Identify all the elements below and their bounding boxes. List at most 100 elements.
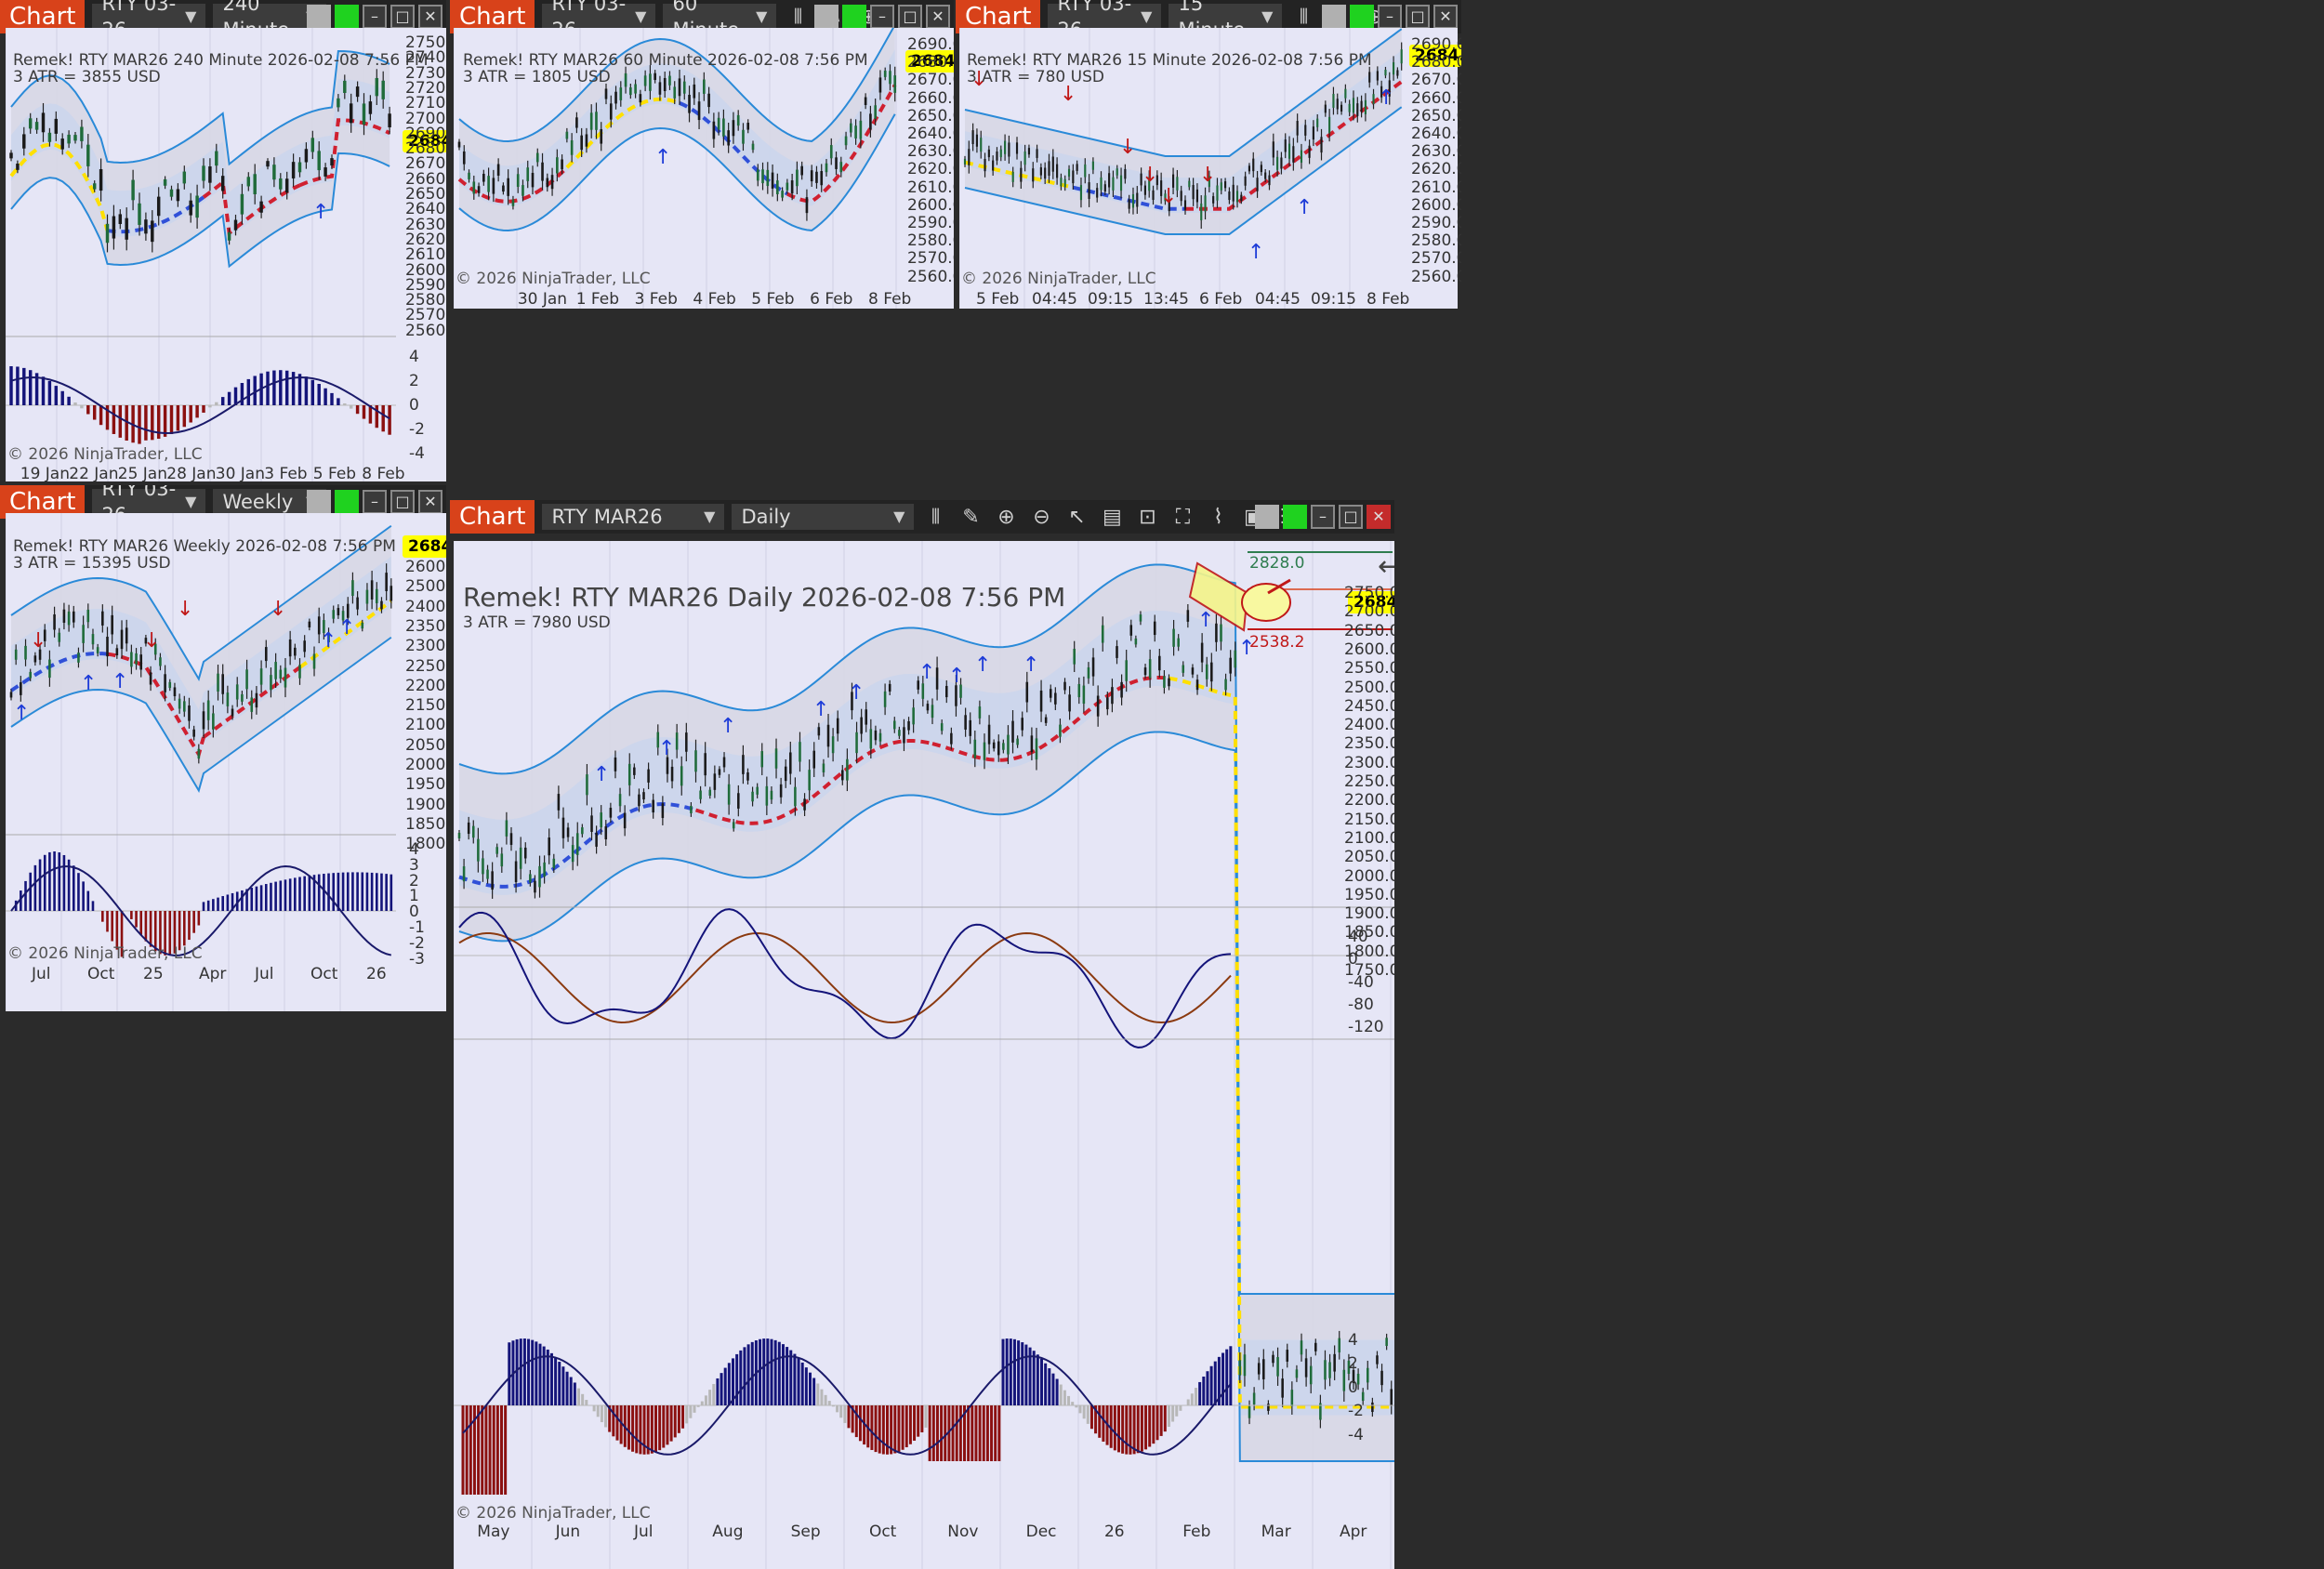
axis-tick-label: 2100.0	[405, 716, 446, 735]
upper-band-line	[458, 563, 1394, 1295]
pencil-icon[interactable]: ✎	[962, 505, 980, 529]
instrument-selector[interactable]: RTY MAR26 ▼	[542, 504, 725, 530]
interval-selector[interactable]: 15 Minute▼	[1169, 0, 1283, 41]
link-color-button[interactable]	[842, 5, 866, 29]
axis-tick-label: 2630.0	[405, 215, 446, 234]
axis-tick-label: 2200.0	[405, 676, 446, 695]
instrument-selector[interactable]: RTY 03-26▼	[542, 0, 656, 41]
zoom-out-icon[interactable]: ⊖	[1033, 505, 1050, 529]
histogram-bar	[1213, 1361, 1217, 1405]
histogram-bar	[197, 911, 201, 926]
arrow-left-icon[interactable]: ←	[1378, 550, 1394, 583]
histogram-bar	[1129, 1405, 1132, 1455]
candle-body	[746, 123, 750, 130]
candle-body	[794, 786, 797, 807]
candle-body	[907, 720, 910, 731]
axis-tick-label: 2600.0	[907, 195, 954, 215]
cursor-icon[interactable]: ↖	[1068, 505, 1086, 529]
time-tick-label: May	[477, 1523, 510, 1541]
minimize-icon[interactable]: –	[363, 490, 387, 514]
maximize-icon[interactable]: □	[1406, 5, 1430, 29]
link-color-button[interactable]	[335, 5, 359, 29]
candle-body	[1300, 150, 1303, 163]
price-panel[interactable]: ↑ Remek! RTY MAR26 60 Minute 2026-02-08 …	[454, 28, 954, 309]
histogram-bar	[351, 872, 354, 911]
close-icon[interactable]: ✕	[926, 5, 950, 29]
candle-body	[727, 784, 731, 805]
copyright: © 2026 NinjaTrader, LLC	[456, 1504, 651, 1523]
candle-body	[1260, 165, 1262, 173]
indicators-icon[interactable]: ⌇	[1213, 505, 1223, 529]
close-icon[interactable]: ✕	[418, 5, 442, 29]
candle-body	[1100, 177, 1103, 191]
target-arrow	[1267, 578, 1291, 595]
maximize-icon[interactable]: □	[390, 490, 415, 514]
histogram-bar	[878, 1405, 881, 1454]
bar-style-icon[interactable]: ⫴	[1299, 5, 1309, 29]
candle-body	[231, 708, 234, 717]
candle-body	[58, 632, 61, 642]
price-panel[interactable]: ↓ ↓ ↓ ↓ ↓ ↓ ↑ ↑ ↑ Remek! RTY MAR26 15 Minute 202…	[959, 28, 1461, 309]
minimize-icon[interactable]: –	[870, 5, 894, 29]
candle-body	[1155, 175, 1158, 186]
candle-body	[964, 715, 967, 730]
maximize-icon[interactable]: □	[898, 5, 922, 29]
link-button[interactable]	[814, 5, 838, 29]
properties-icon[interactable]: ⊡	[1139, 505, 1156, 529]
histogram-bar	[1225, 1349, 1229, 1405]
histogram-bar	[608, 1405, 612, 1432]
maximize-icon[interactable]: □	[1339, 505, 1363, 529]
bar-style-icon[interactable]: ⫴	[793, 5, 803, 29]
histogram-bar	[47, 380, 52, 405]
histogram-bar	[173, 911, 177, 954]
time-tick-label: 19 Jan	[20, 465, 70, 481]
link-button[interactable]	[1255, 505, 1279, 529]
histogram-bar	[677, 1405, 680, 1433]
histogram-bar	[99, 405, 103, 426]
candle-body	[324, 167, 327, 177]
candle-body	[663, 77, 667, 91]
link-button[interactable]	[307, 5, 331, 29]
screenshot-icon[interactable]: ⛶	[1175, 505, 1191, 529]
price-panel[interactable]: ↑ ↑ ↑ ↓ ↓ ↓ ↑ ↑ ↓ Remek! RTY MAR26 Weekly 2026-0…	[6, 513, 446, 1011]
close-icon[interactable]: ✕	[418, 490, 442, 514]
histogram-bar	[615, 1405, 619, 1441]
data-box-icon[interactable]: ▤	[1103, 505, 1122, 529]
instrument-selector[interactable]: RTY 03-26▼	[92, 0, 206, 41]
axis-tick-label: 2450.0	[1344, 696, 1394, 716]
histogram-bar	[1102, 1405, 1105, 1442]
close-icon[interactable]: ✕	[1433, 5, 1458, 29]
link-color-button[interactable]	[1283, 505, 1307, 529]
histogram-bar	[1051, 1373, 1055, 1405]
zoom-in-icon[interactable]: ⊕	[997, 505, 1015, 529]
interval-selector[interactable]: 60 Minute▼	[663, 0, 777, 41]
candle-body	[327, 632, 330, 643]
instrument-selector[interactable]: RTY 03-26▼	[92, 485, 206, 526]
candle-body	[992, 160, 995, 171]
close-icon[interactable]: ✕	[1367, 505, 1391, 529]
link-color-button[interactable]	[1350, 5, 1374, 29]
candle-body	[368, 101, 373, 114]
link-color-button[interactable]	[335, 490, 359, 514]
lower-band-line	[964, 106, 1403, 235]
price-panel[interactable]: ↑ ↑ ↑ ↑ ↑ ↑ ↑ ↑ ↑ ↑ ↑ Remek! RTY MAR26 Daily 2026-…	[454, 541, 1394, 1569]
minimize-icon[interactable]: –	[363, 5, 387, 29]
window-controls: – □ ✕	[814, 5, 950, 29]
histogram-bar	[577, 1388, 580, 1405]
link-button[interactable]	[1322, 5, 1346, 29]
instrument-selector[interactable]: RTY 03-26▼	[1048, 0, 1162, 41]
histogram-bar	[349, 405, 353, 409]
bar-style-icon[interactable]: ⫴	[931, 505, 941, 529]
candle-body	[182, 171, 187, 184]
stoch-d-line	[458, 932, 1232, 1024]
axis-tick-label: 2600.0	[1411, 195, 1461, 215]
minimize-icon[interactable]: –	[1311, 505, 1335, 529]
candle-body	[1163, 676, 1166, 688]
minimize-icon[interactable]: –	[1378, 5, 1402, 29]
interval-selector[interactable]: Daily ▼	[732, 504, 915, 530]
link-button[interactable]	[307, 490, 331, 514]
time-tick-label: 5 Feb	[976, 290, 1020, 309]
maximize-icon[interactable]: □	[390, 5, 415, 29]
price-panel[interactable]: ↑ Remek! RTY MAR26 240 Minute 2026-02-08…	[6, 28, 446, 481]
chart-menu-button[interactable]: Chart	[450, 500, 535, 534]
